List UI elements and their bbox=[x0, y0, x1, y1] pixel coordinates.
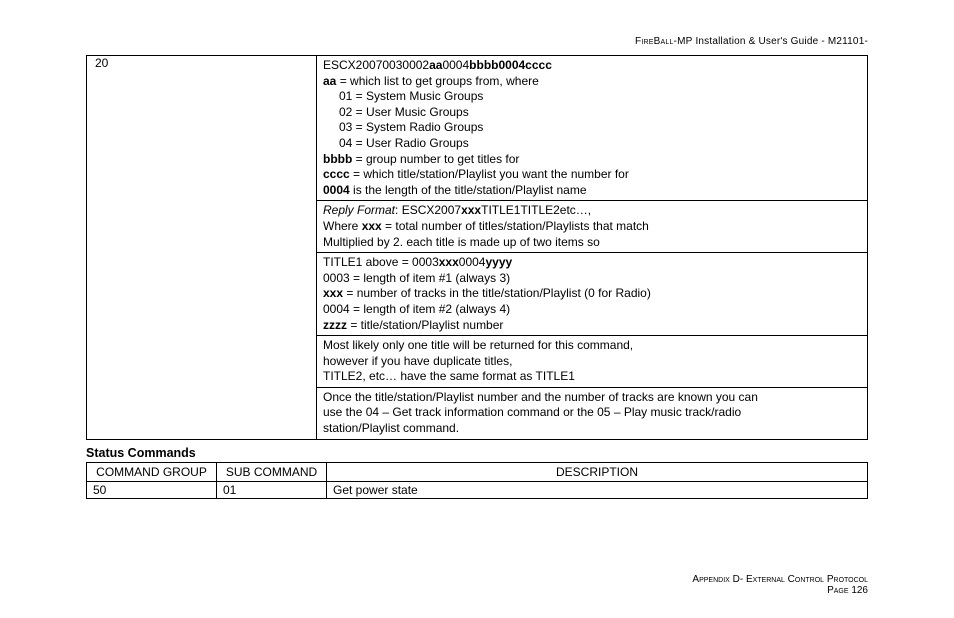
desc-line: bbbb = group number to get titles for bbox=[323, 152, 861, 168]
desc-line: xxx = number of tracks in the title/stat… bbox=[323, 286, 861, 302]
header-product: FireBall-MP bbox=[635, 36, 692, 47]
desc-line: use the 04 – Get track information comma… bbox=[323, 405, 861, 421]
status-cg: 50 bbox=[87, 481, 217, 498]
text-segment: station/Playlist command. bbox=[323, 421, 459, 435]
text-segment: use the 04 – Get track information comma… bbox=[323, 405, 741, 419]
text-segment: aa bbox=[323, 74, 336, 88]
text-segment: xxx bbox=[323, 286, 343, 300]
text-segment: TITLE1TITLE2etc…, bbox=[481, 203, 591, 217]
footer-page-num: 126 bbox=[851, 585, 868, 596]
desc-line: 04 = User Radio Groups bbox=[323, 136, 861, 152]
status-header-cg: COMMAND GROUP bbox=[87, 462, 217, 481]
desc-line: 02 = User Music Groups bbox=[323, 105, 861, 121]
desc-line: station/Playlist command. bbox=[323, 421, 861, 437]
desc-line: Where xxx = total number of titles/stati… bbox=[323, 219, 861, 235]
text-segment: bbbb0004cccc bbox=[469, 58, 552, 72]
desc-line: ESCX20070030002aa0004bbbb0004cccc bbox=[323, 58, 861, 74]
text-segment: 0004 bbox=[442, 58, 469, 72]
desc-block: Reply Format: ESCX2007xxxTITLE1TITLE2etc… bbox=[317, 201, 867, 253]
page-header: FireBall-MP Installation & User's Guide … bbox=[86, 36, 868, 47]
footer-appendix-a: Appendix D- bbox=[692, 574, 746, 585]
text-segment: 04 = User Radio Groups bbox=[339, 136, 469, 150]
text-segment: is the length of the title/station/Playl… bbox=[350, 183, 587, 197]
description-cell: ESCX20070030002aa0004bbbb0004ccccaa = wh… bbox=[317, 56, 868, 440]
desc-line: Once the title/station/Playlist number a… bbox=[323, 390, 861, 406]
desc-line: 0003 = length of item #1 (always 3) bbox=[323, 271, 861, 287]
text-segment: = which list to get groups from, where bbox=[336, 74, 538, 88]
text-segment: = number of tracks in the title/station/… bbox=[343, 286, 651, 300]
desc-block: Once the title/station/Playlist number a… bbox=[317, 388, 867, 439]
text-segment: Most likely only one title will be retur… bbox=[323, 338, 633, 352]
text-segment: 0003 = length of item #1 (always 3) bbox=[323, 271, 510, 285]
status-sub: 01 bbox=[217, 481, 327, 498]
desc-line: TITLE2, etc… have the same format as TIT… bbox=[323, 369, 861, 385]
text-segment: Where bbox=[323, 219, 362, 233]
text-segment: zzzz bbox=[323, 318, 347, 332]
status-header-desc: DESCRIPTION bbox=[327, 462, 868, 481]
desc-line: 0004 = length of item #2 (always 4) bbox=[323, 302, 861, 318]
text-segment: xxx bbox=[461, 203, 481, 217]
text-segment: aa bbox=[429, 58, 442, 72]
text-segment: = title/station/Playlist number bbox=[347, 318, 503, 332]
text-segment: 0004 bbox=[323, 183, 350, 197]
desc-line: however if you have duplicate titles, bbox=[323, 354, 861, 370]
desc-line: TITLE1 above = 0003xxx0004yyyy bbox=[323, 255, 861, 271]
text-segment: = group number to get titles for bbox=[352, 152, 519, 166]
text-segment: 03 = System Radio Groups bbox=[339, 120, 483, 134]
text-segment: = which title/station/Playlist you want … bbox=[350, 167, 629, 181]
desc-block: Most likely only one title will be retur… bbox=[317, 336, 867, 388]
text-segment: xxx bbox=[439, 255, 459, 269]
text-segment: 02 = User Music Groups bbox=[339, 105, 469, 119]
status-desc: Get power state bbox=[327, 481, 868, 498]
desc-line: Most likely only one title will be retur… bbox=[323, 338, 861, 354]
text-segment: Multiplied by 2. each title is made up o… bbox=[323, 235, 600, 249]
status-header-sub: SUB COMMAND bbox=[217, 462, 327, 481]
header-code: M21101- bbox=[828, 36, 868, 47]
text-segment: ESCX20070030002 bbox=[323, 58, 429, 72]
desc-line: cccc = which title/station/Playlist you … bbox=[323, 167, 861, 183]
text-segment: : ESCX2007 bbox=[395, 203, 461, 217]
desc-line: Multiplied by 2. each title is made up o… bbox=[323, 235, 861, 251]
command-group-cell: 20 bbox=[87, 56, 317, 440]
desc-line: 03 = System Radio Groups bbox=[323, 120, 861, 136]
header-mid: Installation & User's Guide - bbox=[692, 36, 827, 47]
text-segment: however if you have duplicate titles, bbox=[323, 354, 512, 368]
text-segment: Once the title/station/Playlist number a… bbox=[323, 390, 758, 404]
text-segment: 01 = System Music Groups bbox=[339, 89, 483, 103]
command-detail-table: 20 ESCX20070030002aa0004bbbb0004ccccaa =… bbox=[86, 55, 868, 440]
footer-page-label: Page bbox=[827, 585, 851, 596]
desc-line: zzzz = title/station/Playlist number bbox=[323, 318, 861, 334]
text-segment: 0004 = length of item #2 (always 4) bbox=[323, 302, 510, 316]
desc-line: 01 = System Music Groups bbox=[323, 89, 861, 105]
text-segment: 0004 bbox=[459, 255, 486, 269]
text-segment: TITLE1 above = 0003 bbox=[323, 255, 439, 269]
section-title: Status Commands bbox=[86, 446, 868, 460]
desc-line: aa = which list to get groups from, wher… bbox=[323, 74, 861, 90]
status-commands-table: COMMAND GROUP SUB COMMAND DESCRIPTION 50… bbox=[86, 462, 868, 499]
text-segment: Reply Format bbox=[323, 203, 395, 217]
footer-appendix-b: External Control Protocol bbox=[746, 574, 868, 585]
text-segment: cccc bbox=[323, 167, 350, 181]
text-segment: = total number of titles/station/Playlis… bbox=[382, 219, 649, 233]
text-segment: xxx bbox=[362, 219, 382, 233]
desc-line: 0004 is the length of the title/station/… bbox=[323, 183, 861, 199]
page-footer: Appendix D- External Control Protocol Pa… bbox=[692, 574, 868, 596]
desc-line: Reply Format: ESCX2007xxxTITLE1TITLE2etc… bbox=[323, 203, 861, 219]
text-segment: TITLE2, etc… have the same format as TIT… bbox=[323, 369, 575, 383]
text-segment: bbbb bbox=[323, 152, 352, 166]
text-segment: yyyy bbox=[485, 255, 512, 269]
desc-block: ESCX20070030002aa0004bbbb0004ccccaa = wh… bbox=[317, 56, 867, 201]
desc-block: TITLE1 above = 0003xxx0004yyyy0003 = len… bbox=[317, 253, 867, 336]
